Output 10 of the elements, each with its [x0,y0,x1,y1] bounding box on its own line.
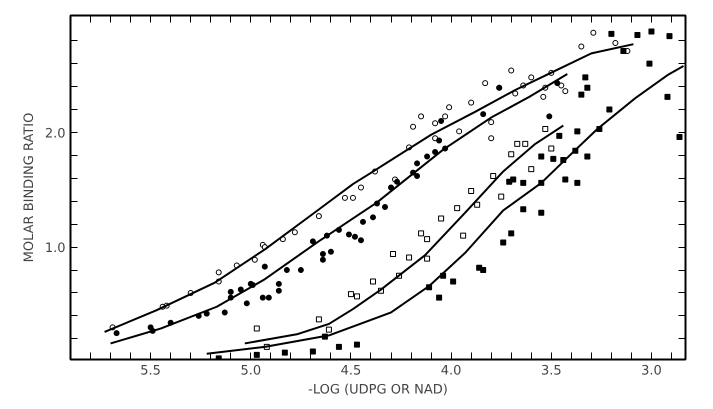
y-tick-label: 2.0 [44,126,66,142]
x-tick-label: 4.0 [440,364,462,378]
x-axis-title: -LOG (UDPG OR NAD) [308,382,448,398]
x-tick-label: 5.5 [140,364,161,378]
y-tick-label: 1.0 [44,241,66,256]
x-tick-label: 3.5 [540,364,562,378]
x-tick-label: 5.0 [240,364,262,378]
x-tick-label: 4.5 [340,364,362,378]
y-axis-title: MOLAR BINDING RATIO [22,112,37,262]
x-tick-label: 3.0 [641,364,662,378]
